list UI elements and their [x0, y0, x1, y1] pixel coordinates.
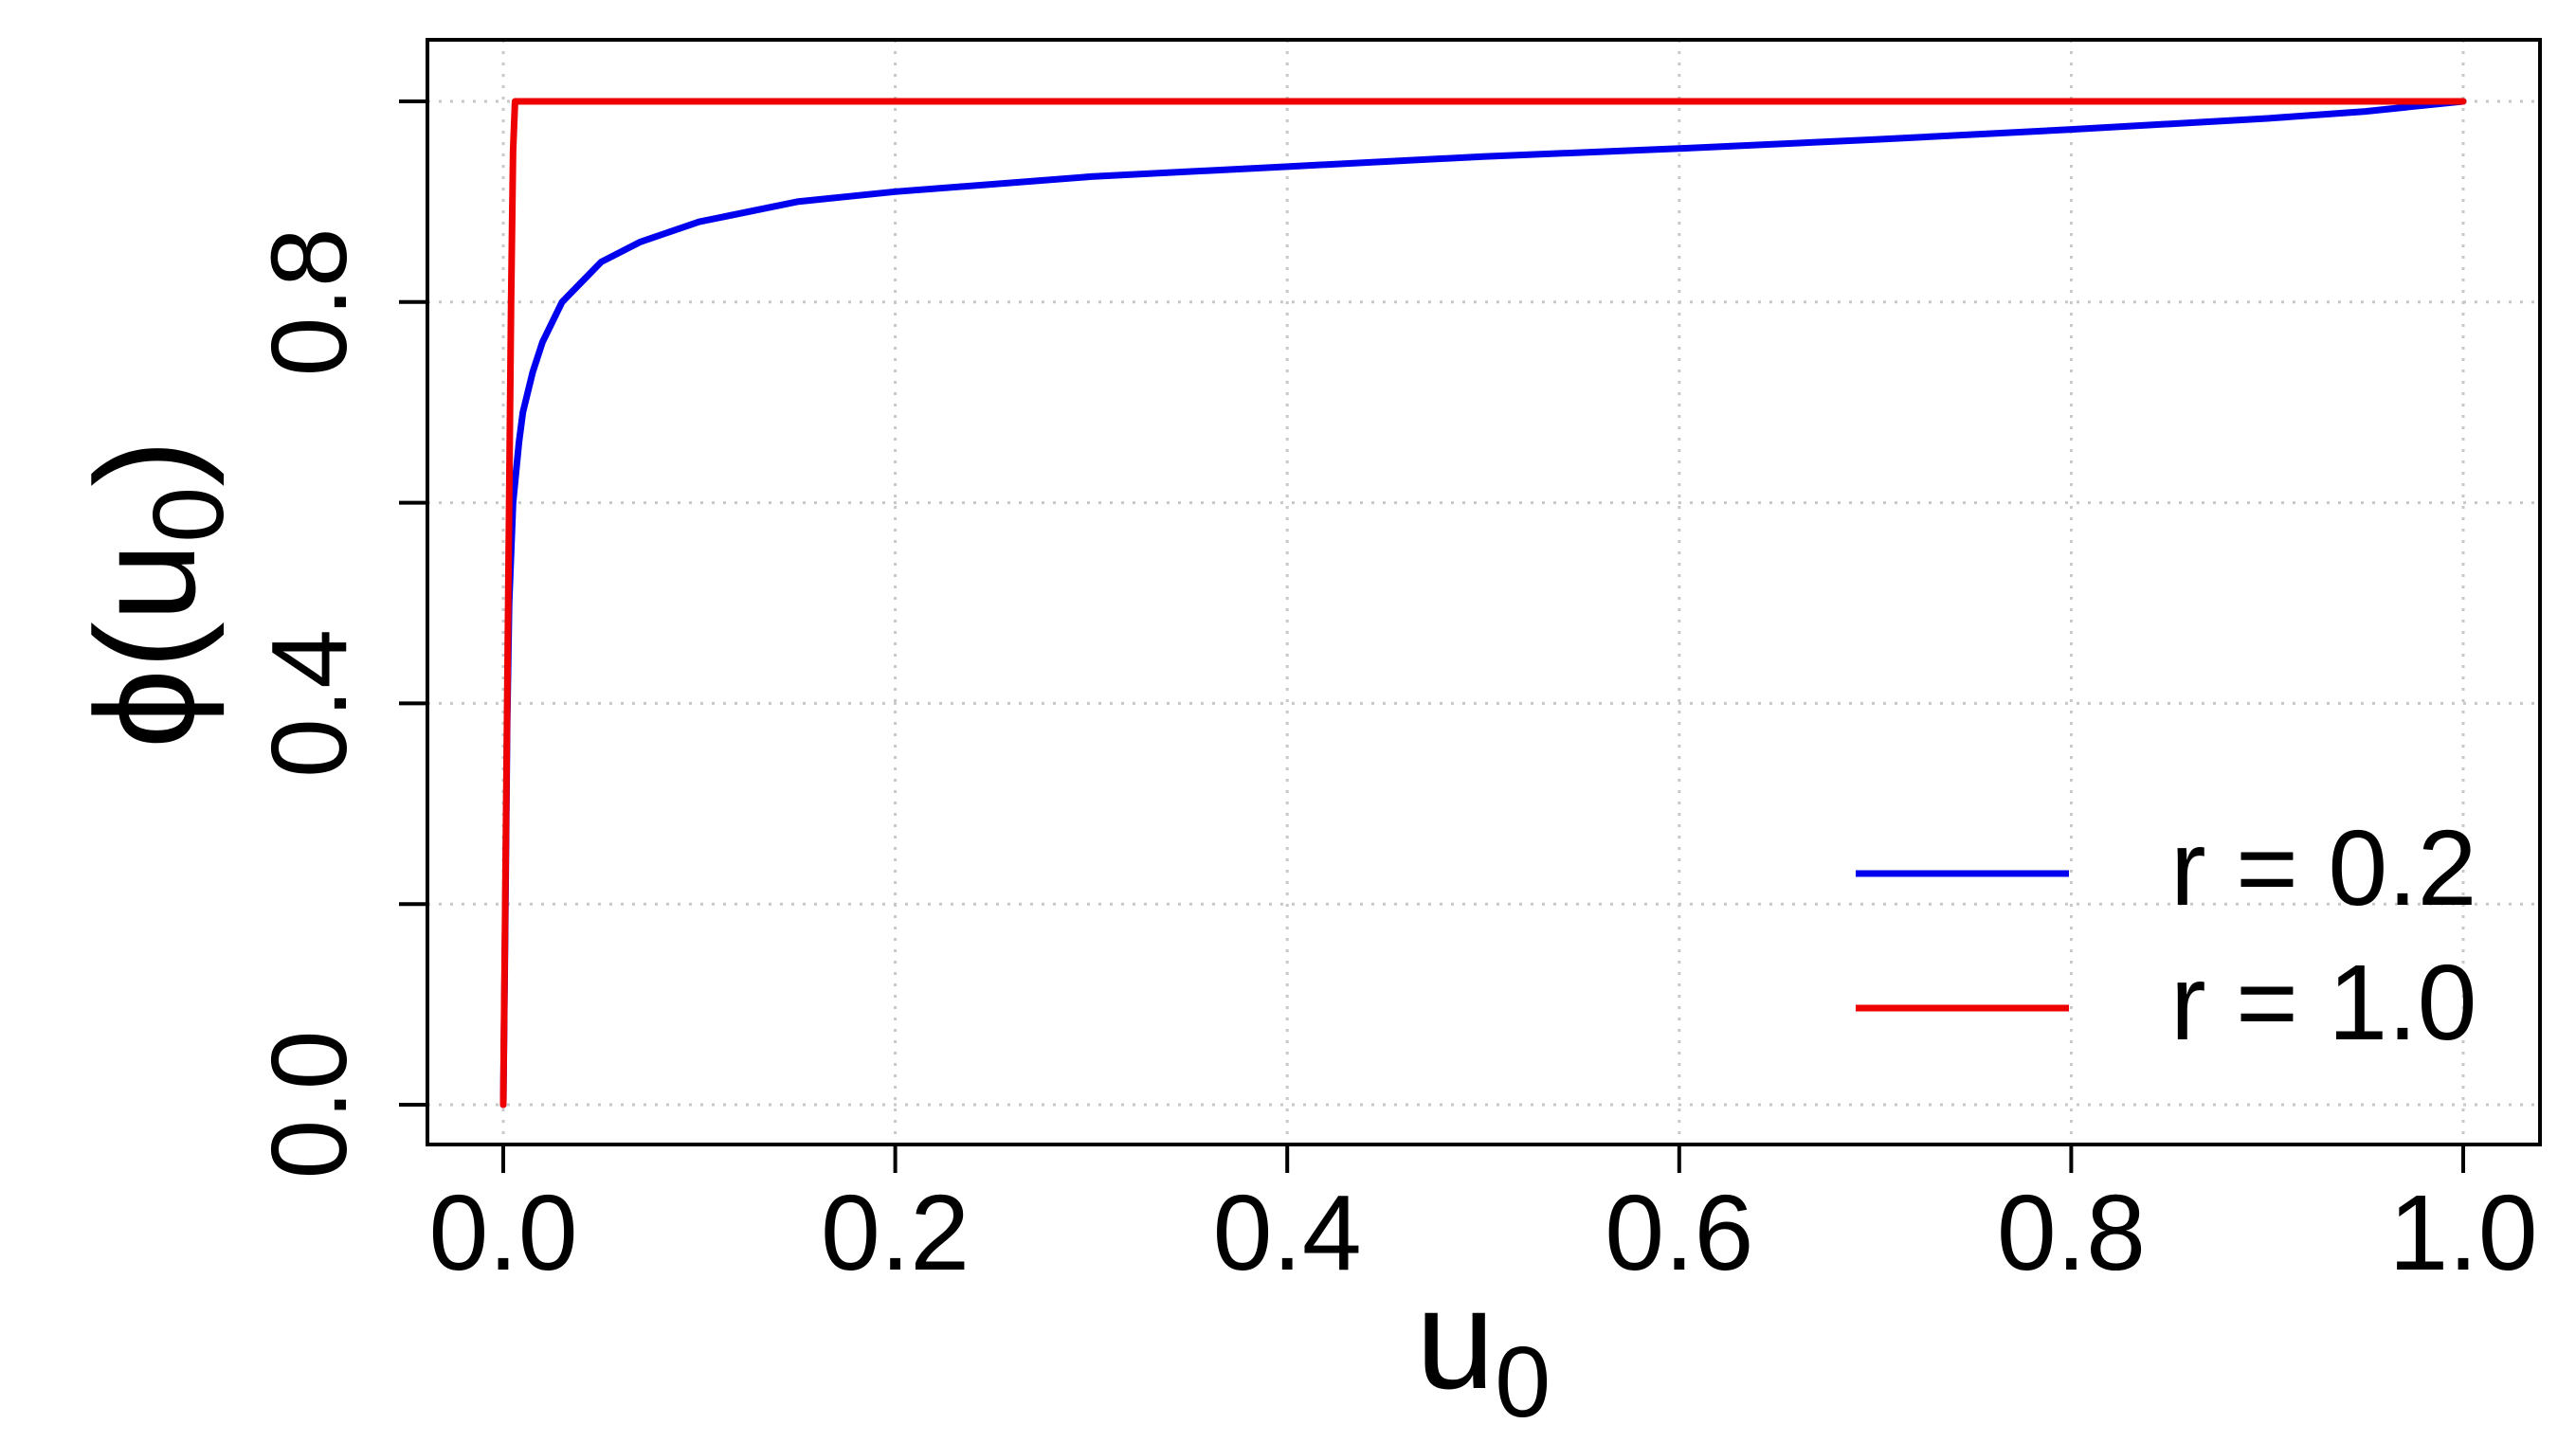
- series-1-point-3: [506, 500, 512, 506]
- x-tick-label-5: 1.0: [2388, 1173, 2537, 1292]
- x-axis-title-sub: 0: [1495, 1326, 1551, 1438]
- x-tick-label-4: 0.8: [1997, 1173, 2146, 1292]
- x-tick-label-3: 0.6: [1605, 1173, 1753, 1292]
- series-0-point-20: [1873, 136, 1878, 142]
- series-0-point-17: [1284, 164, 1290, 170]
- y-axis-title-prefix: ϕ(u: [65, 543, 225, 748]
- series-1-point-1: [502, 901, 508, 907]
- y-tick-label-2: 0.8: [249, 227, 369, 376]
- plot-frame: [426, 38, 2542, 1146]
- series-1-point-4: [508, 299, 514, 305]
- y-axis-title: ϕ(u0): [65, 440, 245, 748]
- series-0-point-19: [1677, 146, 1682, 152]
- series-1-point-0: [500, 1102, 506, 1108]
- series-0-point-13: [697, 219, 702, 225]
- y-axis: 0.0 0.4 0.8: [249, 99, 427, 1180]
- y-tick-label-0: 0.0: [249, 1030, 369, 1179]
- series-1-point-5: [510, 149, 516, 154]
- series-1: [499, 98, 2467, 1109]
- series-0-point-18: [1480, 153, 1486, 159]
- x-tick-label-0: 0.0: [428, 1173, 577, 1292]
- legend-label-0: r = 0.2: [2170, 808, 2477, 928]
- series-0-point-10: [579, 279, 585, 285]
- series-1-point-2: [504, 700, 510, 706]
- x-tick-label-2: 0.4: [1213, 1173, 1362, 1292]
- series-0-point-8: [539, 339, 545, 345]
- x-axis-title: u0: [1416, 1259, 1551, 1438]
- grid: [427, 40, 2540, 1145]
- series-0-point-14: [794, 199, 800, 205]
- series-0-point-5: [517, 440, 522, 445]
- series-0-point-22: [2264, 116, 2270, 121]
- series-line-1: [499, 98, 2467, 1109]
- x-axis-title-base: u: [1416, 1259, 1495, 1418]
- y-axis-title-suffix: ): [65, 440, 225, 487]
- y-tick-label-1: 0.4: [249, 629, 369, 778]
- series-0-point-9: [559, 299, 565, 305]
- series-0-point-16: [1088, 173, 1094, 179]
- series-0-point-23: [2363, 109, 2368, 115]
- series-1-point-6: [512, 99, 517, 104]
- series-0-point-7: [530, 370, 535, 375]
- x-axis: 0.0 0.2 0.4 0.6 0.8 1.0: [428, 1145, 2538, 1292]
- series-0-point-11: [598, 259, 604, 264]
- series-1-point-7: [2460, 99, 2466, 104]
- series-0-point-6: [520, 409, 526, 415]
- series-0-point-12: [638, 239, 644, 244]
- legend: r = 0.2 r = 1.0: [1856, 808, 2477, 1062]
- y-axis-title-sub: 0: [133, 487, 245, 543]
- series-layer: [499, 98, 2467, 1109]
- series-0-point-21: [2068, 127, 2074, 133]
- series-0-point-15: [893, 189, 898, 194]
- x-tick-label-1: 0.2: [821, 1173, 970, 1292]
- series-line-0: [499, 98, 2467, 1109]
- legend-label-1: r = 1.0: [2170, 943, 2477, 1062]
